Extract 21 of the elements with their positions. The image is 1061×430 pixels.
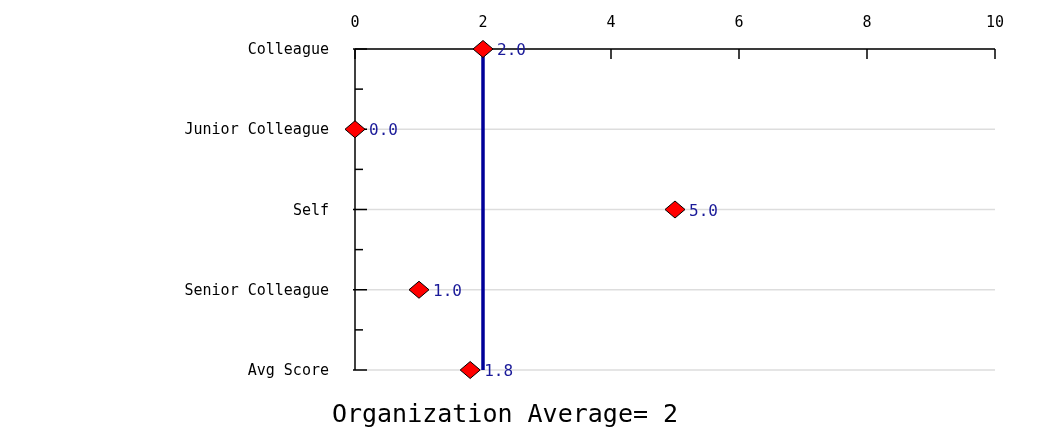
- x-tick-label: 6: [734, 13, 744, 31]
- y-tick-label: Senior Colleague: [184, 280, 329, 299]
- point: [472, 40, 494, 58]
- x-tick-label: 10: [985, 13, 1005, 31]
- x-tick-label: 4: [606, 13, 616, 31]
- point: [408, 280, 430, 299]
- x-tick-label: 8: [862, 13, 872, 31]
- data-label: 5.0: [689, 200, 718, 220]
- point: [664, 200, 686, 219]
- x-tick-label: 2: [478, 13, 488, 31]
- x-tick-label: 0: [350, 13, 360, 31]
- y-tick-label: Self: [292, 200, 329, 219]
- y-tick-label: Junior Colleague: [184, 120, 329, 139]
- data-label: 1.0: [433, 280, 462, 300]
- data-label: 0.0: [369, 120, 398, 140]
- point: [459, 361, 481, 379]
- x-axis-title: Organization Average= 2: [331, 399, 679, 428]
- point: [344, 120, 366, 139]
- data-label: 1.8: [484, 361, 514, 380]
- y-tick-label: Avg Score: [247, 361, 329, 379]
- y-tick-label: Colleague: [247, 40, 329, 58]
